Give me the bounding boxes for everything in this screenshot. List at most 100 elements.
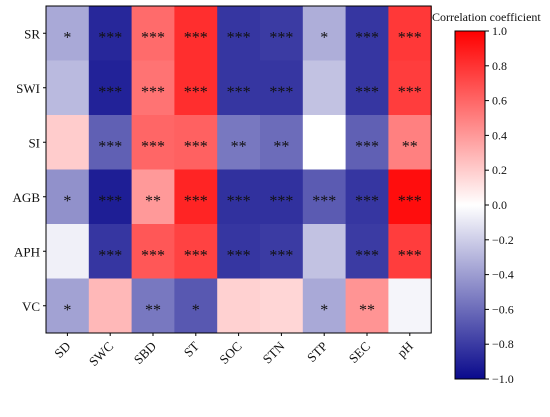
column-labels: SD SWC SBD ST SOC STN STP SEC pH [51,333,416,369]
colorbar-tick-label: 1.0 [492,24,507,38]
heatmap-cell-sr-sd [46,6,90,61]
heatmap-cell-agb-sbd [131,169,175,225]
column-label: STN [260,338,288,366]
heatmap-cell-si-ph [388,115,432,170]
heatmap-cell-aph-soc [217,224,261,279]
heatmap-cell-si-sbd [131,115,175,170]
heatmap-cell-aph-swc [88,224,133,279]
significance-mark: *** [269,29,293,46]
row-label: AGB [13,190,41,205]
significance-marks: * *** *** *** *** *** * *** ****** *** *** *** *** **… [63,29,421,319]
significance-mark: *** [398,29,422,46]
heatmap-cell-si-stp [302,115,347,170]
colorbar [454,30,486,380]
colorbar-tick-label: 0.4 [492,128,507,142]
significance-mark: *** [227,29,251,46]
significance-mark: *** [227,247,251,264]
significance-mark: *** [269,84,293,101]
heatmap-cell-agb-stn [260,169,304,225]
heatmap-cell-si-stn [260,115,304,170]
heatmap-cell-swi-sd [46,60,90,116]
column-label: pH [394,339,416,361]
heatmap-cell-swi-sbd [131,60,175,116]
colorbar-ticks: 1.0 0.8 0.6 0.4 0.2 0.0 −0.2 −0.4 −0.6 −0.8 −1.0 [485,24,514,386]
significance-mark: * [192,302,200,319]
significance-mark: * [63,193,71,210]
heatmap-cell-agb-ph [388,169,432,225]
row-label: APH [14,244,40,259]
heatmap-cell-agb-sd [46,169,90,225]
heatmap-cell-vc-sd [46,278,90,334]
heatmap-cell-si-sd [46,115,90,170]
significance-mark: *** [141,29,165,46]
significance-mark: *** [227,84,251,101]
column-label: SOC [216,339,244,367]
row-label: SR [24,26,40,41]
row-label: VC [22,299,40,314]
colorbar-tick-label: −0.6 [492,302,514,316]
colorbar-tick-label: −0.4 [492,268,514,282]
significance-mark: * [320,302,328,319]
significance-mark: *** [269,193,293,210]
significance-mark: *** [355,84,379,101]
heatmap-cell-vc-sec [345,278,389,334]
heatmap-cell-vc-st [174,278,218,334]
significance-mark: *** [141,138,165,155]
heatmap-cell-agb-soc [217,169,261,225]
heatmap-cell-si-swc [88,115,133,170]
colorbar-tick-label: 0.8 [492,59,507,73]
column-label: SEC [346,339,373,366]
heatmap-cell-si-sec [345,115,389,170]
colorbar-tick-label: 0.6 [492,94,507,108]
significance-mark: *** [269,247,293,264]
significance-mark: ** [145,193,161,210]
heatmap-cell-aph-stn [260,224,304,279]
heatmap-cell-vc-stp [302,278,347,334]
heatmap-cell-swi-ph [388,60,432,116]
significance-mark: *** [355,193,379,210]
significance-mark: *** [98,138,122,155]
significance-mark: *** [98,247,122,264]
heatmap-cell-aph-sbd [131,224,175,279]
significance-mark: *** [355,29,379,46]
heatmap-cell-vc-sbd [131,278,175,334]
significance-mark: *** [312,193,336,210]
colorbar-tick-label: −0.8 [492,337,514,351]
heatmap-cell-aph-sec [345,224,389,279]
heatmap-cell-vc-stn [260,278,304,334]
column-label: SWC [86,339,117,370]
significance-mark: ** [273,138,289,155]
significance-mark: *** [398,247,422,264]
row-label: SWI [16,81,40,96]
heatmap-cell-sr-soc [217,6,261,61]
significance-mark: *** [398,193,422,210]
heatmap-cell-swi-swc [88,60,133,116]
significance-mark: *** [184,29,208,46]
plot-frame [45,5,432,334]
heatmap-cell-swi-soc [217,60,261,116]
column-label: SBD [131,339,159,367]
heatmap-cell-agb-sec [345,169,389,225]
significance-mark: *** [398,84,422,101]
heatmap-cell-swi-stp [302,60,347,116]
heatmap-cell-sr-stp [302,6,347,61]
significance-mark: *** [184,138,208,155]
significance-mark: *** [98,84,122,101]
significance-mark: * [63,302,71,319]
heatmap-cell-swi-sec [345,60,389,116]
heatmap-cell-aph-st [174,224,218,279]
significance-mark: *** [184,84,208,101]
heatmap-cell-swi-st [174,60,218,116]
colorbar-tick-label: 0.0 [492,198,507,212]
heatmap-cell-aph-stp [302,224,347,279]
colorbar-tick-label: −1.0 [492,372,514,386]
significance-mark: * [320,29,328,46]
heatmap-cell-vc-soc [217,278,261,334]
significance-mark: *** [141,84,165,101]
column-label: ST [181,338,202,359]
heatmap-cell-sr-sec [345,6,389,61]
column-label: SD [51,339,73,361]
colorbar-tick-label: 0.2 [492,163,507,177]
significance-mark: *** [141,247,165,264]
